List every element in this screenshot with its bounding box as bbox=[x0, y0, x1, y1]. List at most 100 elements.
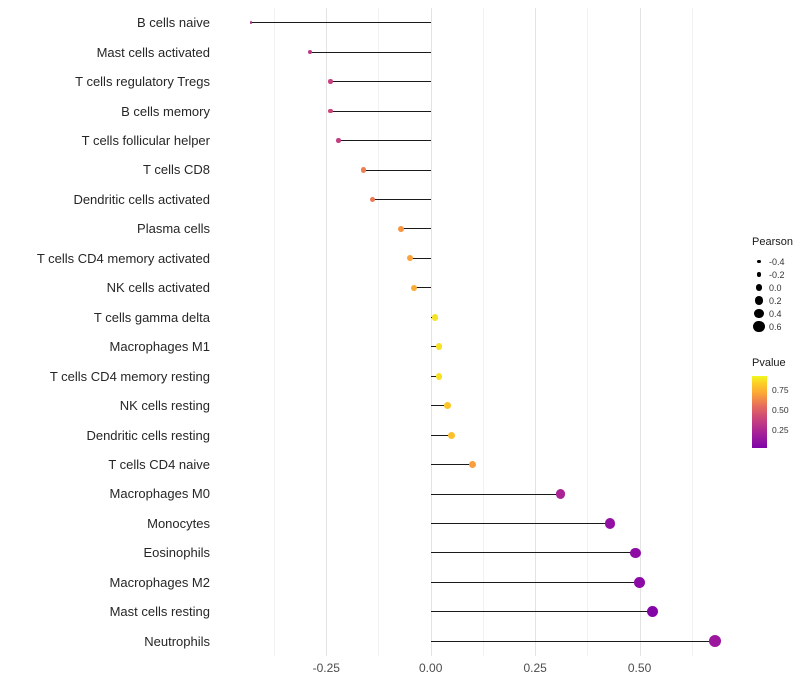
size-legend-label: -0.2 bbox=[769, 269, 785, 280]
x-tick-label: 0.25 bbox=[523, 661, 547, 675]
lollipop-stem bbox=[430, 640, 715, 642]
category-label: T cells regulatory Tregs bbox=[75, 74, 210, 90]
size-legend-dot bbox=[754, 308, 764, 319]
lollipop-stem bbox=[430, 346, 440, 348]
lollipop-stem bbox=[372, 198, 431, 200]
lollipop-dot bbox=[328, 79, 333, 84]
lollipop-stem bbox=[330, 81, 431, 83]
size-legend-dot bbox=[755, 284, 763, 291]
minor-gridline bbox=[378, 8, 380, 656]
x-axis-labels: -0.25 0.00 0.25 0.50 bbox=[226, 661, 744, 679]
size-legend-item: 0.6 bbox=[752, 320, 800, 333]
colorbar-gradient bbox=[752, 376, 767, 448]
size-legend-label: 0.2 bbox=[769, 295, 782, 306]
colorbar-tick-label: 0.75 bbox=[772, 384, 789, 395]
lollipop-stem bbox=[430, 581, 640, 583]
size-legend-dot bbox=[757, 259, 761, 264]
minor-gridline bbox=[274, 8, 276, 656]
lollipop-stem bbox=[338, 140, 431, 142]
lollipop-stem bbox=[430, 493, 561, 495]
category-label: NK cells activated bbox=[106, 280, 210, 296]
size-legend-item: -0.4 bbox=[752, 255, 800, 268]
lollipop-stem bbox=[363, 169, 431, 171]
size-legend-item: 0.0 bbox=[752, 281, 800, 294]
lollipop-stem bbox=[409, 257, 431, 259]
lollipop-stem bbox=[330, 110, 431, 112]
major-gridline bbox=[430, 8, 432, 656]
minor-gridline bbox=[587, 8, 589, 656]
lollipop-stem bbox=[309, 51, 431, 53]
lollipop-stem bbox=[401, 228, 431, 230]
size-legend-dot-box bbox=[752, 268, 766, 281]
color-legend-title: Pvalue bbox=[752, 357, 786, 369]
size-legend-label: 0.6 bbox=[769, 321, 782, 332]
size-legend-dot-box bbox=[752, 255, 766, 268]
lollipop-stem bbox=[430, 375, 440, 377]
category-label: T cells CD8 bbox=[143, 162, 210, 178]
major-gridline bbox=[639, 8, 641, 656]
category-label: T cells CD4 naive bbox=[108, 457, 210, 473]
size-legend-item: 0.2 bbox=[752, 294, 800, 307]
minor-gridline bbox=[691, 8, 693, 656]
category-label: Dendritic cells resting bbox=[86, 427, 210, 443]
lollipop-stem bbox=[430, 464, 473, 466]
category-label: NK cells resting bbox=[119, 398, 210, 414]
major-gridline bbox=[326, 8, 328, 656]
minor-gridline bbox=[482, 8, 484, 656]
lollipop-dot bbox=[398, 225, 405, 232]
size-legend-dot bbox=[756, 272, 762, 277]
size-legend-title: Pearson bbox=[752, 236, 793, 248]
lollipop-dot bbox=[336, 138, 342, 143]
size-legend-label: 0.0 bbox=[769, 282, 782, 293]
lollipop-stem bbox=[430, 611, 653, 613]
lollipop-stem bbox=[430, 434, 452, 436]
category-label: Macrophages M2 bbox=[109, 574, 210, 590]
category-label: T cells CD4 memory resting bbox=[49, 368, 210, 384]
category-label: Macrophages M1 bbox=[109, 339, 210, 355]
size-legend-dot-box bbox=[752, 281, 766, 294]
lollipop-dot bbox=[630, 547, 641, 559]
lollipop-dot bbox=[435, 372, 443, 380]
lollipop-dot bbox=[249, 21, 253, 25]
lollipop-dot bbox=[634, 576, 645, 588]
lollipop-dot bbox=[443, 402, 451, 410]
category-label: Dendritic cells activated bbox=[73, 191, 210, 207]
major-gridline bbox=[535, 8, 537, 656]
lollipop-dot bbox=[361, 167, 367, 173]
size-legend-dot-box bbox=[752, 307, 766, 320]
size-legend-item: -0.2 bbox=[752, 268, 800, 281]
chart-legend: Pearson -0.4 -0.2 0.0 0.2 0.4 0.6 Pvalue 0.75… bbox=[752, 236, 800, 452]
size-legend: -0.4 -0.2 0.0 0.2 0.4 0.6 bbox=[752, 255, 800, 333]
size-legend-item: 0.4 bbox=[752, 307, 800, 320]
lollipop-dot bbox=[605, 518, 616, 529]
size-legend-dot bbox=[753, 320, 765, 333]
lollipop-dot bbox=[431, 313, 439, 321]
colorbar-tick-label: 0.25 bbox=[772, 424, 789, 435]
category-label: Mast cells resting bbox=[109, 604, 210, 620]
lollipop-stem bbox=[430, 405, 448, 407]
lollipop-stem bbox=[430, 552, 636, 554]
size-legend-label: 0.4 bbox=[769, 308, 782, 319]
lollipop-dot bbox=[555, 489, 565, 499]
category-label: T cells gamma delta bbox=[93, 309, 210, 325]
x-tick-label: 0.00 bbox=[419, 661, 443, 675]
category-label: Eosinophils bbox=[143, 545, 211, 561]
category-label: B cells memory bbox=[121, 103, 210, 119]
category-label: Monocytes bbox=[147, 515, 210, 531]
x-tick-label: 0.50 bbox=[627, 661, 652, 675]
category-label: Macrophages M0 bbox=[109, 486, 210, 502]
lollipop-dot bbox=[448, 431, 456, 439]
category-label: T cells CD4 memory activated bbox=[36, 250, 210, 266]
lollipop-dot bbox=[435, 343, 443, 351]
category-label: Plasma cells bbox=[137, 221, 210, 237]
lollipop-dot bbox=[410, 284, 418, 291]
lollipop-dot bbox=[369, 196, 375, 203]
size-legend-label: -0.4 bbox=[769, 256, 785, 267]
category-label: Mast cells activated bbox=[96, 44, 210, 60]
lollipop-dot bbox=[708, 635, 721, 648]
size-legend-dot bbox=[754, 296, 764, 305]
lollipop-stem bbox=[251, 22, 431, 24]
x-tick-label: -0.25 bbox=[312, 661, 340, 675]
lollipop-dot bbox=[328, 108, 333, 114]
